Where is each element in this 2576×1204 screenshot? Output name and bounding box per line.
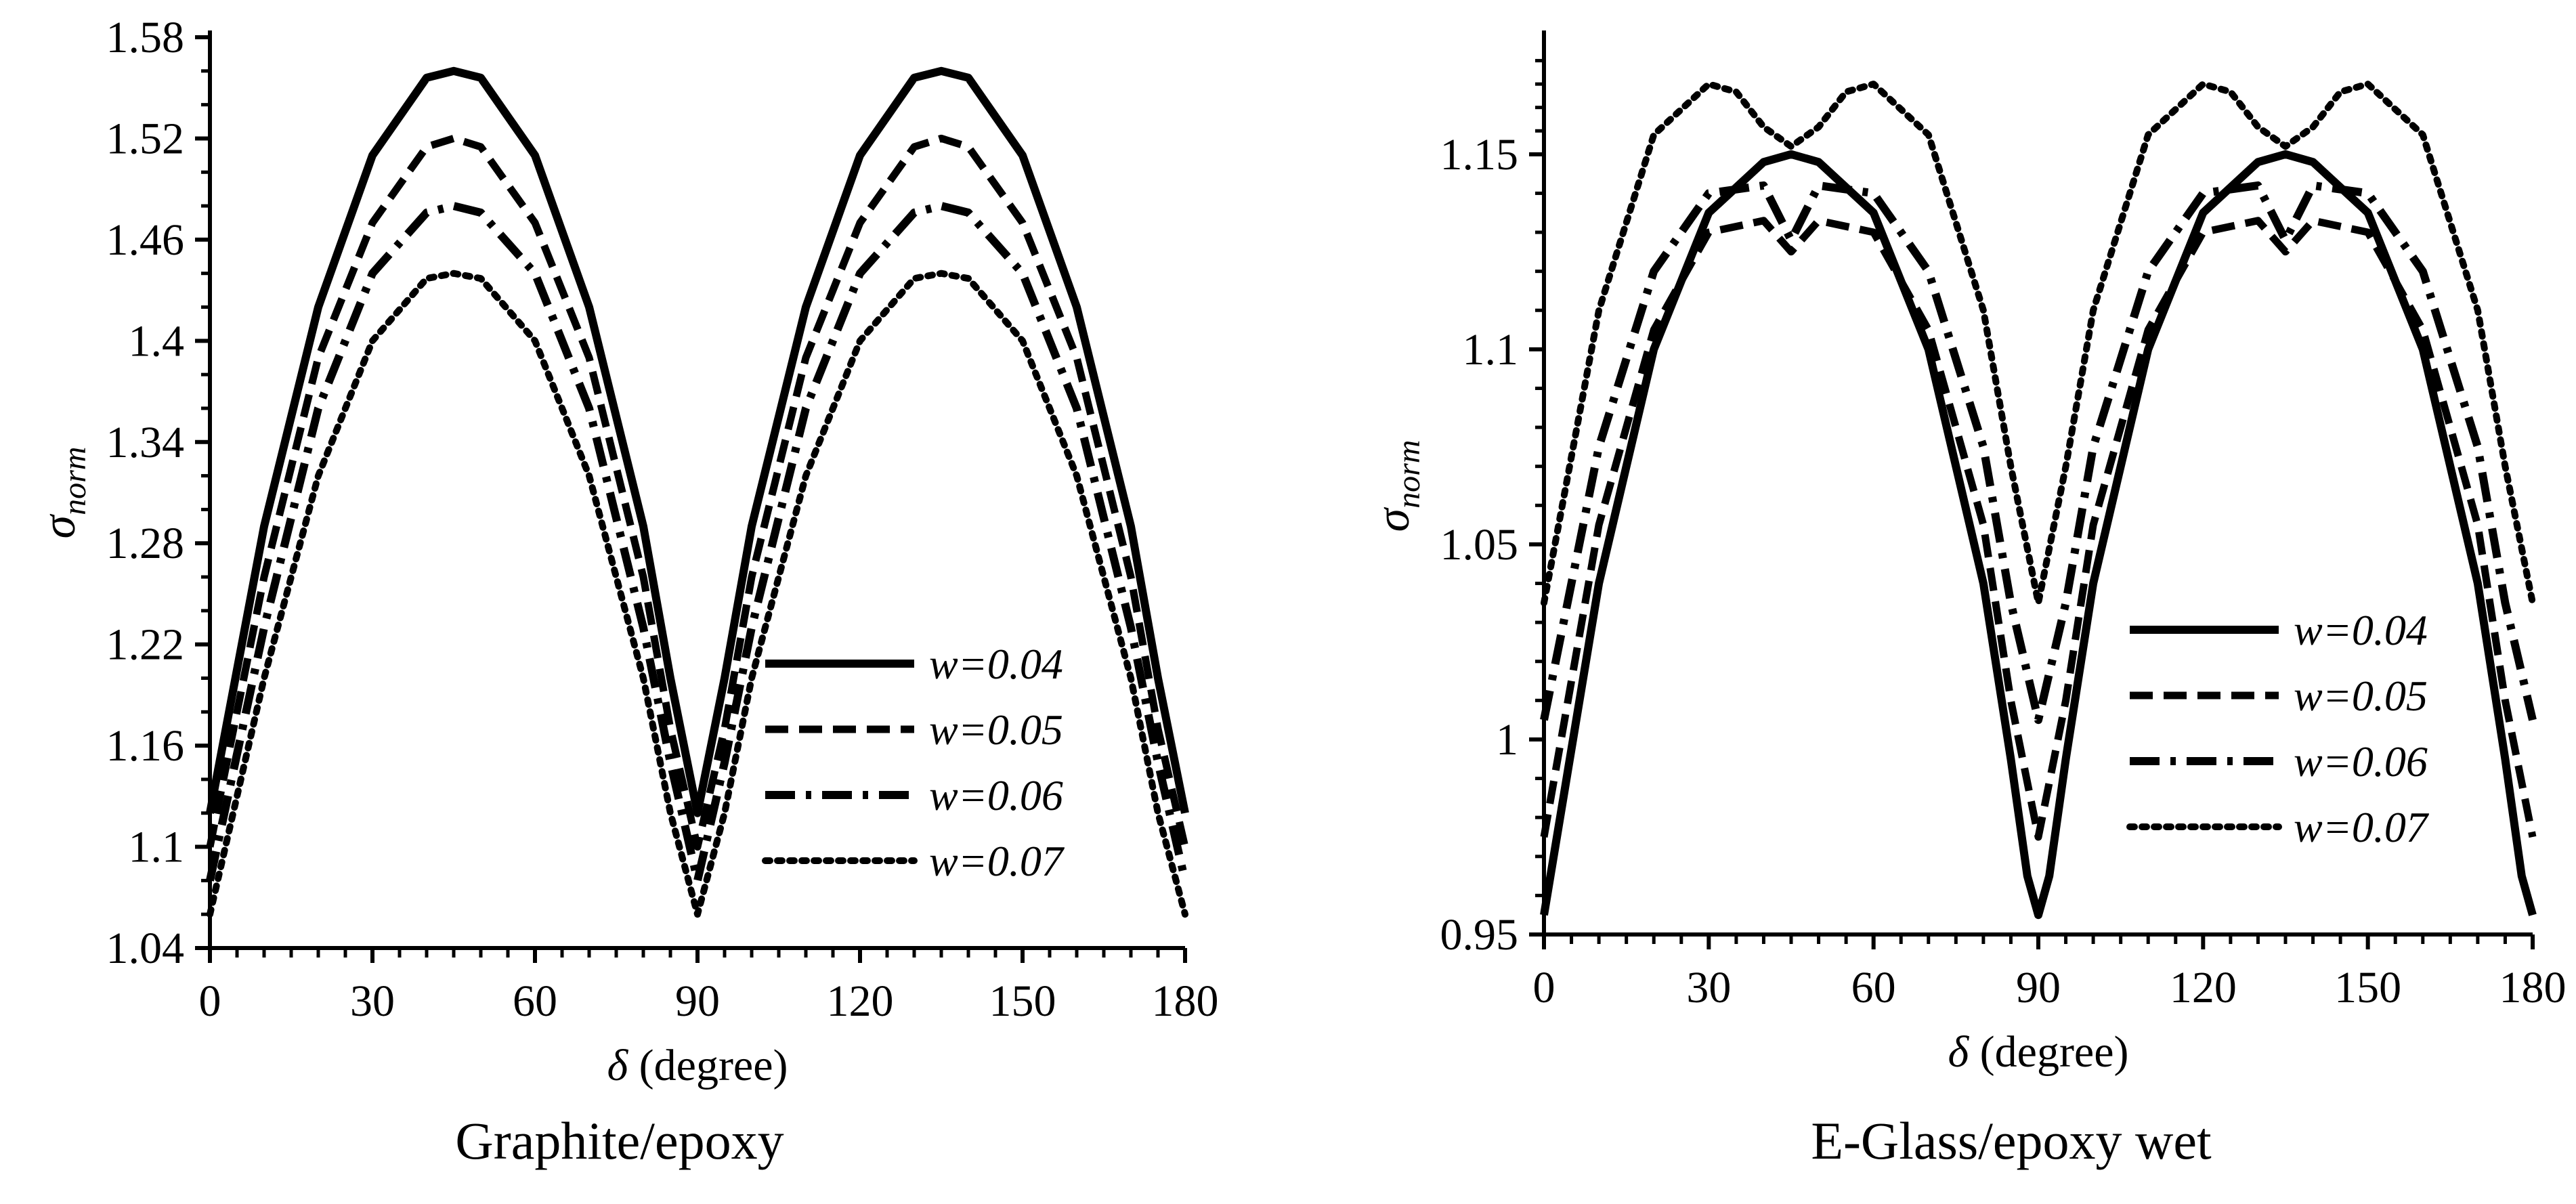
y-tick-label: 1.52 — [106, 114, 185, 163]
series-line-w-0-07 — [207, 270, 1188, 918]
legend-label: w=0.04 — [929, 640, 1063, 688]
y-tick-label: 1.05 — [1440, 520, 1519, 569]
y-axis-label: σnorm — [1367, 440, 1427, 532]
legend-label: w=0.06 — [2294, 737, 2428, 786]
y-tick-label: 1.58 — [106, 13, 185, 62]
y-tick-label: 1.16 — [106, 721, 185, 771]
y-tick-label: 1.34 — [106, 418, 185, 467]
series-line-w-0-06 — [1540, 181, 2537, 725]
series-line-w-0-04 — [1540, 150, 2537, 920]
y-tick-label: 1.28 — [106, 519, 185, 568]
y-axis-label: σnorm — [33, 447, 93, 539]
x-tick-label: 0 — [1533, 963, 1555, 1012]
series-line-w-0-05 — [1540, 217, 2537, 841]
series-line-w-0-04 — [206, 66, 1189, 817]
legend-label: w=0.07 — [929, 837, 1065, 885]
y-tick-label: 1.1 — [1463, 325, 1519, 374]
x-tick-label: 150 — [2334, 963, 2401, 1012]
caption-graphite-epoxy: Graphite/epoxy — [455, 1111, 784, 1170]
y-tick-label: 1.4 — [129, 316, 185, 366]
x-axis-label: δ (degree) — [1948, 1027, 2128, 1077]
y-tick-label: 1.04 — [106, 924, 185, 973]
legend-label: w=0.07 — [2294, 803, 2430, 851]
series-line-w-0-05 — [206, 134, 1189, 851]
x-tick-label: 180 — [2499, 963, 2567, 1012]
x-tick-label: 30 — [1686, 963, 1731, 1012]
y-tick-label: 1.22 — [106, 620, 185, 670]
x-tick-label: 150 — [989, 976, 1056, 1026]
x-tick-label: 180 — [1152, 976, 1219, 1026]
x-axis-label: δ (degree) — [607, 1041, 788, 1090]
x-tick-label: 120 — [827, 976, 894, 1026]
series-line-w-0-07 — [1541, 81, 2536, 607]
x-tick-label: 90 — [675, 976, 720, 1026]
x-tick-label: 60 — [1851, 963, 1896, 1012]
x-tick-label: 90 — [2016, 963, 2061, 1012]
y-tick-label: 1.1 — [129, 823, 185, 872]
y-tick-label: 1 — [1496, 715, 1518, 765]
x-tick-label: 120 — [2170, 963, 2237, 1012]
x-tick-label: 30 — [350, 976, 395, 1026]
x-tick-label: 0 — [199, 976, 221, 1026]
y-tick-label: 1.46 — [106, 215, 185, 265]
legend-label: w=0.04 — [2294, 606, 2428, 654]
chart-eglass-epoxy-wet: 0 30 60 90 120 150 180 0.95 1 1.05 1.1 1.15 δ (degre… — [1367, 30, 2567, 1077]
series-line-w-0-06 — [206, 202, 1189, 885]
legend-label: w=0.05 — [929, 706, 1063, 754]
x-tick-label: 60 — [513, 976, 557, 1026]
legend-label: w=0.05 — [2294, 672, 2428, 720]
y-tick-label: 1.15 — [1440, 130, 1519, 179]
y-tick-label: 0.95 — [1440, 910, 1519, 960]
legend-label: w=0.06 — [929, 771, 1063, 819]
caption-eglass-epoxy-wet: E-Glass/epoxy wet — [1811, 1111, 2212, 1170]
chart-graphite-epoxy: 0 30 60 90 120 150 180 1.04 1.1 1.16 1.22 1.28 1.34 1… — [33, 13, 1219, 1090]
